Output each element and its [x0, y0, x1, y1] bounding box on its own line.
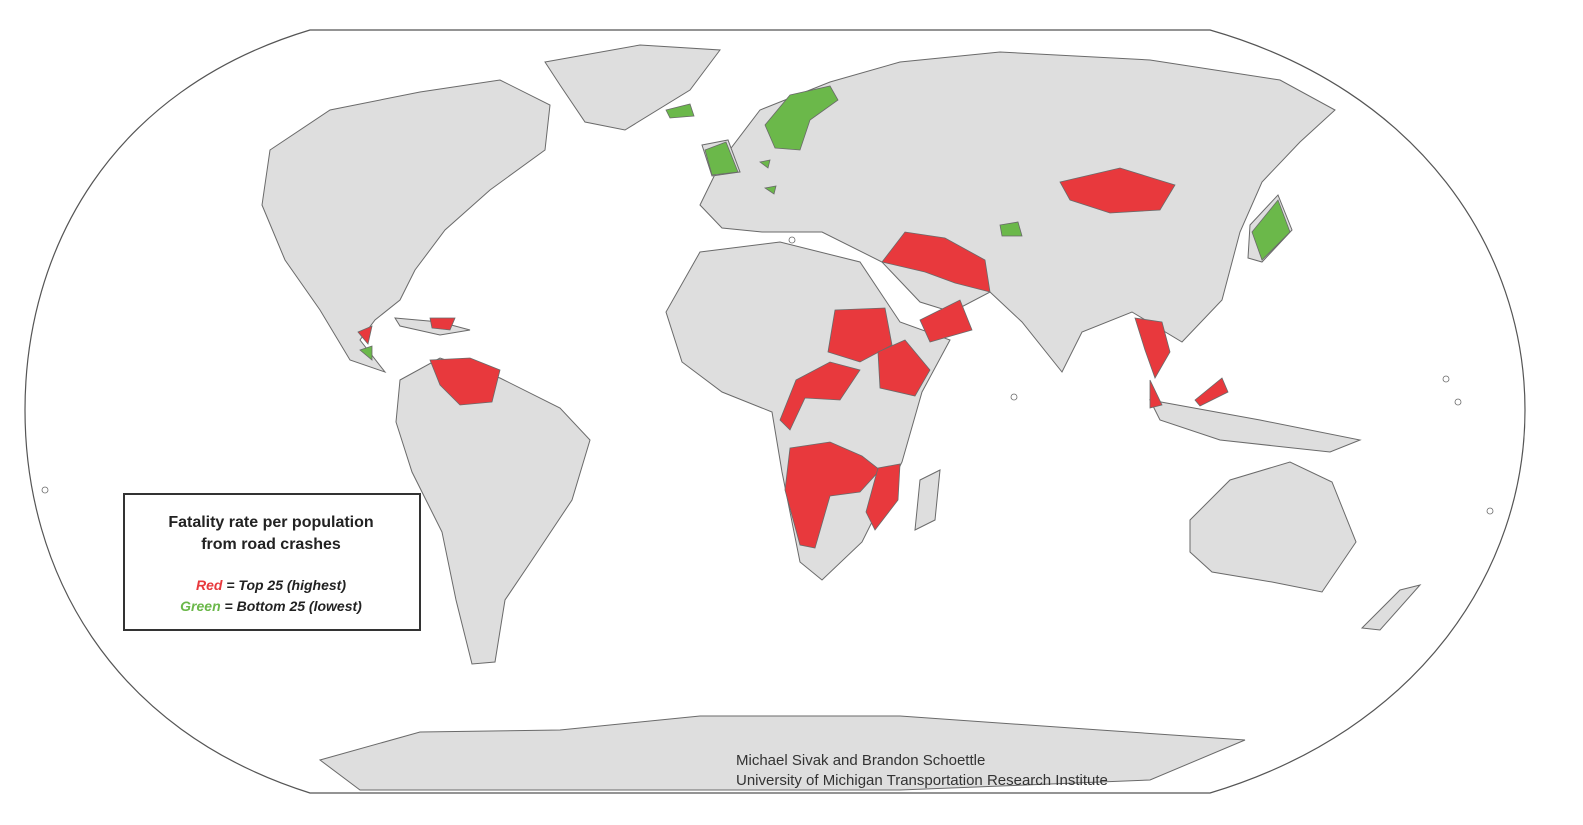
guatemala [357, 325, 373, 345]
indonesia [1149, 399, 1362, 453]
island [1010, 393, 1018, 401]
north-america [261, 79, 551, 374]
island [1454, 398, 1462, 406]
legend-text: = Bottom 25 (lowest) [225, 598, 363, 614]
red-countries [357, 167, 1229, 549]
uk-green [704, 141, 739, 176]
netherlands [759, 159, 771, 169]
legend-color-word: Red [196, 577, 223, 593]
legend-box [123, 493, 421, 631]
legend-item: Green = Bottom 25 (lowest) [180, 598, 362, 614]
legend-title: Fatality rate per population [168, 514, 373, 531]
dominican-republic [429, 317, 456, 331]
antarctica [318, 715, 1246, 791]
new-zealand [1360, 584, 1422, 631]
sudan [827, 307, 893, 363]
greenland [544, 44, 721, 131]
japan-green [1251, 199, 1291, 261]
tajikistan [999, 221, 1023, 237]
eurasia [699, 51, 1336, 373]
venezuela [429, 357, 501, 406]
island [41, 486, 49, 494]
legend-text: = Top 25 (highest) [226, 577, 346, 593]
mozambique [865, 463, 901, 531]
credit: University of Michigan Transportation Re… [736, 772, 1108, 789]
switzerland [763, 185, 777, 195]
credit: Michael Sivak and Brandon Schoettle [736, 752, 985, 769]
southern-africa [784, 441, 881, 549]
scandinavia [764, 85, 839, 151]
madagascar [914, 469, 941, 531]
legend-item: Red = Top 25 (highest) [196, 577, 346, 593]
legend-color-word: Green [180, 598, 220, 614]
island [1442, 375, 1450, 383]
island [1486, 507, 1494, 515]
costa-rica [359, 345, 373, 361]
thailand [1134, 317, 1171, 379]
land [261, 44, 1422, 791]
central-africa [779, 361, 861, 431]
iran-iraq [881, 231, 991, 293]
malaysia [1149, 377, 1229, 409]
australia [1189, 461, 1357, 593]
south-america [395, 357, 591, 665]
mongolia [1059, 167, 1176, 214]
yemen [919, 299, 973, 343]
legend: Fatality rate per population from road c… [123, 493, 421, 631]
iceland [665, 103, 695, 119]
green-countries [41, 85, 1494, 515]
island [788, 236, 796, 244]
ethiopia [877, 339, 931, 397]
legend-title: from road crashes [201, 536, 341, 553]
